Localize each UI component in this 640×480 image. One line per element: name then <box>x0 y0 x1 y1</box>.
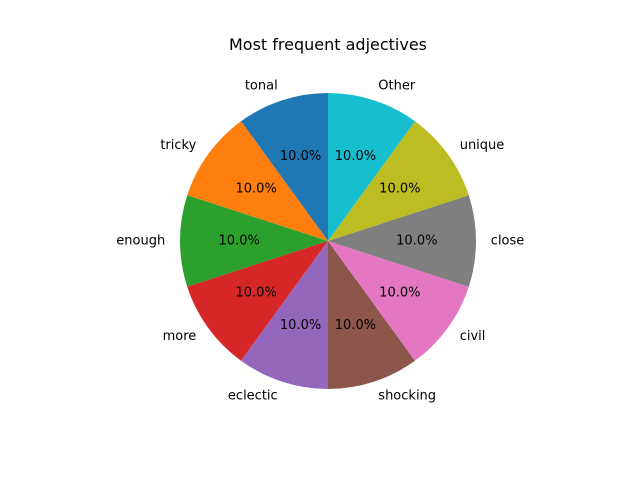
slice-label-unique: unique <box>460 138 505 153</box>
pct-label-close: 10.0% <box>396 234 437 249</box>
pie-slice-unique <box>328 121 469 241</box>
slice-label-enough: enough <box>116 234 165 249</box>
slice-label-tricky: tricky <box>160 138 196 153</box>
pie-slice-civil <box>328 241 469 361</box>
pie-labels: tonal 10.0% tricky 10.0% enough 10.0% more 10.0… <box>116 79 524 404</box>
chart-title: Most frequent adjectives <box>229 35 427 54</box>
slice-label-tonal: tonal <box>245 79 278 94</box>
pct-label-eclectic: 10.0% <box>280 318 321 333</box>
pct-label-unique: 10.0% <box>379 181 420 196</box>
pie-slice-shocking <box>328 241 415 389</box>
pie-slice-close <box>328 195 476 287</box>
slice-label-other: Other <box>378 79 416 94</box>
pie-slice-tonal <box>241 93 328 241</box>
pie-slice-eclectic <box>241 241 328 389</box>
pct-label-civil: 10.0% <box>379 286 420 301</box>
slice-label-civil: civil <box>460 329 486 344</box>
pct-label-tonal: 10.0% <box>280 149 321 164</box>
pct-label-enough: 10.0% <box>219 234 260 249</box>
pie-slice-more <box>187 241 328 361</box>
pie-slice-enough <box>180 195 328 287</box>
pie-slice-other <box>328 93 415 241</box>
pie-slice-tricky <box>187 121 328 241</box>
pie-slices <box>180 93 476 389</box>
pct-label-other: 10.0% <box>335 149 376 164</box>
slice-label-more: more <box>163 329 197 344</box>
slice-label-shocking: shocking <box>378 388 436 403</box>
pct-label-tricky: 10.0% <box>236 181 277 196</box>
pct-label-shocking: 10.0% <box>335 318 376 333</box>
slice-label-eclectic: eclectic <box>228 388 278 403</box>
slice-label-close: close <box>491 234 524 249</box>
pct-label-more: 10.0% <box>236 286 277 301</box>
